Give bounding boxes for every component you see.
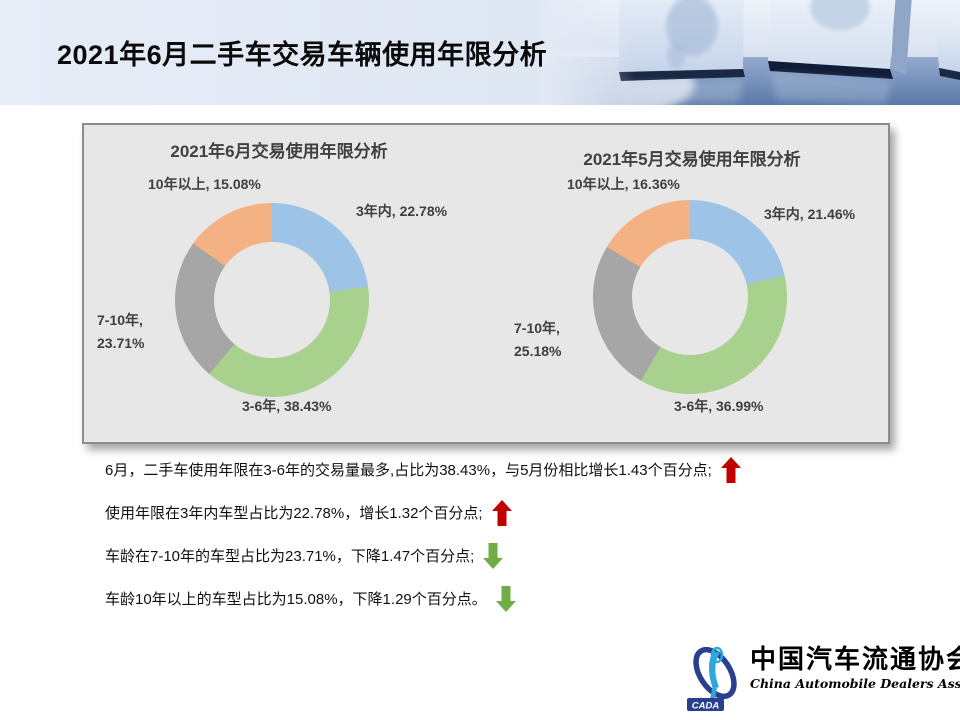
donut-chart-may <box>593 200 787 394</box>
header-band: 2021年6月二手车交易车辆使用年限分析 <box>0 0 960 105</box>
donut-hole <box>632 239 748 355</box>
cada-emblem-text: CADA <box>692 701 720 712</box>
page-title: 2021年6月二手车交易车辆使用年限分析 <box>57 40 548 70</box>
label-3to6-june: 3-6年, 38.43% <box>242 398 332 414</box>
up-arrow-icon <box>720 456 741 483</box>
chart-title-may: 2021年5月交易使用年限分析 <box>583 150 801 169</box>
donut-chart-june <box>175 203 369 397</box>
bullet-text-4: 车龄10年以上的车型占比为15.08%，下降1.29个百分点。 <box>105 591 487 608</box>
label-over10-may: 10年以上, 16.36% <box>567 176 680 192</box>
bullet-text-3: 车龄在7-10年的车型占比为23.71%，下降1.47个百分点; <box>105 548 475 565</box>
label-7to10-june-line1: 7-10年, <box>97 312 143 328</box>
label-3to6-may: 3-6年, 36.99% <box>674 398 764 414</box>
summary-bullets: 6月，二手车使用年限在3-6年的交易量最多,占比为38.43%，与5月份相比增长… <box>105 448 845 620</box>
label-over10-june: 10年以上, 15.08% <box>148 176 261 192</box>
label-7to10-may-line2: 25.18% <box>514 343 562 359</box>
chart-panel: 2021年6月交易使用年限分析 10年以上, 15.08% 3年内, 22.78… <box>82 123 890 444</box>
label-under3-may: 3年内, 21.46% <box>764 206 856 222</box>
bullet-line-3: 车龄在7-10年的车型占比为23.71%，下降1.47个百分点; <box>105 534 845 577</box>
donut-hole <box>214 242 330 358</box>
label-under3-june: 3年内, 22.78% <box>356 203 448 219</box>
bullet-line-4: 车龄10年以上的车型占比为15.08%，下降1.29个百分点。 <box>105 577 845 620</box>
up-arrow-icon <box>491 499 512 526</box>
bullet-line-2: 使用年限在3年内车型占比为22.78%，增长1.32个百分点; <box>105 491 845 534</box>
cada-logo-emblem: CADA <box>687 646 737 712</box>
logo-text-block: 中国汽车流通协会 China Automobile Dealers Associ… <box>750 645 960 691</box>
down-arrow-icon <box>483 542 504 569</box>
logo-org-name-en: China Automobile Dealers Association <box>750 676 960 691</box>
label-7to10-may: 7-10年, 25.18% <box>514 317 561 363</box>
down-arrow-icon <box>495 585 516 612</box>
bullet-text-2: 使用年限在3年内车型占比为22.78%，增长1.32个百分点; <box>105 505 483 522</box>
logo-org-name-cn: 中国汽车流通协会 <box>750 645 960 675</box>
chart-title-june: 2021年6月交易使用年限分析 <box>170 142 388 161</box>
bullet-line-1: 6月，二手车使用年限在3-6年的交易量最多,占比为38.43%，与5月份相比增长… <box>105 448 845 491</box>
bullet-text-1: 6月，二手车使用年限在3-6年的交易量最多,占比为38.43%，与5月份相比增长… <box>105 462 712 479</box>
label-7to10-june-line2: 23.71% <box>97 335 145 351</box>
label-7to10-may-line1: 7-10年, <box>514 320 560 336</box>
label-7to10-june: 7-10年, 23.71% <box>97 309 144 355</box>
cada-logo: CADA 中国汽车流通协会 China Automobile Dealers A… <box>686 645 960 713</box>
blue-cubes-photo <box>540 0 960 105</box>
